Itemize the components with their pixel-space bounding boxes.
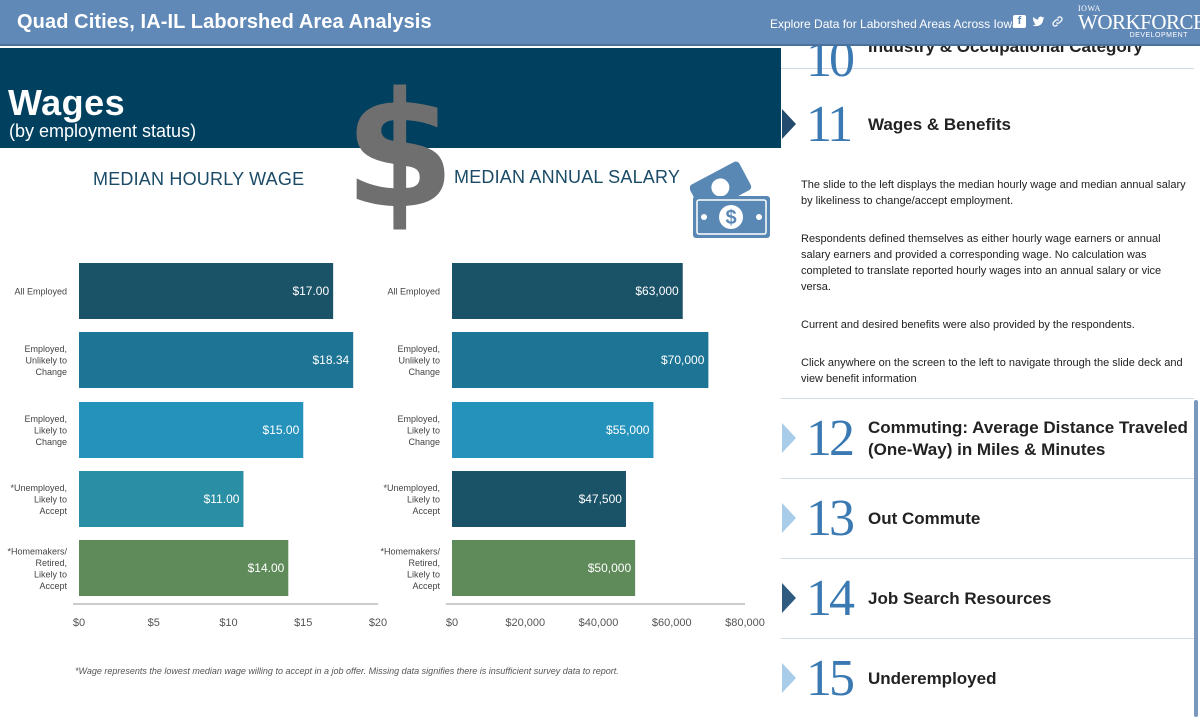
category-label: Employed, Likely to Change [24,414,67,447]
bar-value-label: $15.00 [263,423,300,437]
money-bill-icon: $ [690,161,770,238]
wages-slide[interactable]: Wages (by employment status) $ MEDIAN HO… [0,48,781,717]
bar [452,332,709,388]
x-tick-label: $80,000 [725,617,765,629]
bar-value-label: $50,000 [588,561,632,575]
iowa-workforce-logo[interactable]: IOWA WORKFORCE DEVELOPMENT [1078,4,1200,39]
slide-banner: Wages (by employment status) [0,48,781,148]
wage-charts: $0 $5 $10 $15 $20 $17.00 All Employed $18.34 Emp… [7,263,765,629]
x-tick-label: $0 [446,617,458,629]
link-icon[interactable] [1051,15,1064,28]
section-title: Out Commute [868,509,981,528]
section-11[interactable]: 11 Wages & Benefits The slide to the lef… [781,99,1194,399]
category-label: All Employed [387,287,440,297]
twitter-icon[interactable] [1032,15,1045,28]
slide-subtitle: (by employment status) [9,121,197,141]
bar [79,540,289,596]
bar-value-label: $70,000 [661,353,705,367]
explore-data-link[interactable]: Explore Data for Laborshed Areas Across … [770,17,1019,31]
facebook-icon[interactable]: f [1013,15,1026,28]
arrow-icon [782,423,796,453]
category-label: *Unemployed, Likely to Accept [383,483,440,516]
bar [452,540,636,596]
bar [452,263,683,319]
bar-value-label: $55,000 [606,423,650,437]
category-label: *Homemakers/Retired, Likely to Accept [380,546,440,591]
section-number: 10 [806,46,855,88]
bar-value-label: $17.00 [292,284,329,298]
share-icons: f [1013,15,1064,28]
bar-value-label: $18.34 [312,353,349,367]
bar-value-label: $14.00 [248,561,285,575]
section-number: 15 [806,650,855,707]
x-tick-label: $10 [219,617,237,629]
top-bar: Quad Cities, IA-IL Laborshed Area Analys… [0,0,1200,46]
section-13[interactable]: 13 Out Commute [781,479,1194,559]
section-14[interactable]: 14 Job Search Resources [781,559,1194,639]
slide-title: Wages [8,82,126,123]
bar [79,263,334,319]
x-tick-label: $40,000 [579,617,619,629]
salary-chart-title: MEDIAN ANNUAL SALARY [454,167,681,187]
category-label: Employed, Likely to Change [397,414,440,447]
hourly-chart-title: MEDIAN HOURLY WAGE [93,169,305,189]
slide-navigation-sidebar: 10 Industry & Occupational Category 11 W… [781,46,1200,717]
section-title: Underemployed [868,669,997,688]
svg-text:$: $ [725,207,736,229]
bar [79,402,304,458]
section-15[interactable]: 15 Underemployed [781,639,1194,717]
section-title: Job Search Resources [868,589,1052,608]
x-tick-label: $60,000 [652,617,692,629]
x-tick-label: $5 [148,617,160,629]
arrow-icon [782,503,796,533]
x-tick-label: $15 [294,617,312,629]
category-label: *Homemakers/Retired, Likely to Accept [7,546,67,591]
x-tick-label: $20 [369,617,387,629]
bar [79,332,354,388]
x-tick-label: $20,000 [505,617,545,629]
section-number: 13 [806,490,855,547]
bar [452,402,654,458]
app-title: Quad Cities, IA-IL Laborshed Area Analys… [17,11,432,33]
slide-footnote: *Wage represents the lowest median wage … [75,666,619,676]
bar-value-label: $63,000 [635,284,679,298]
arrow-icon [782,109,796,139]
section-title: Commuting: Average Distance Traveled (On… [868,418,1188,459]
category-label: *Unemployed, Likely to Accept [10,483,67,516]
bar-value-label: $47,500 [579,492,623,506]
section-10[interactable]: 10 Industry & Occupational Category [781,46,1194,86]
category-label: All Employed [14,287,67,297]
section-number: 14 [806,570,855,627]
x-tick-label: $0 [73,617,85,629]
bar-value-label: $11.00 [204,492,240,506]
section-title: Industry & Occupational Category [868,46,1143,56]
bar [452,471,626,527]
section-12[interactable]: 12 Commuting: Average Distance Traveled … [781,399,1194,479]
sidebar-scrollbar[interactable] [1194,400,1198,717]
section-number: 11 [806,96,853,153]
section-title: Wages & Benefits [868,115,1011,134]
bar [79,471,244,527]
arrow-icon [782,583,796,613]
section-number: 12 [806,410,855,467]
arrow-icon [782,663,796,693]
category-label: Employed, Unlikely to Change [24,344,67,377]
category-label: Employed, Unlikely to Change [397,344,440,377]
